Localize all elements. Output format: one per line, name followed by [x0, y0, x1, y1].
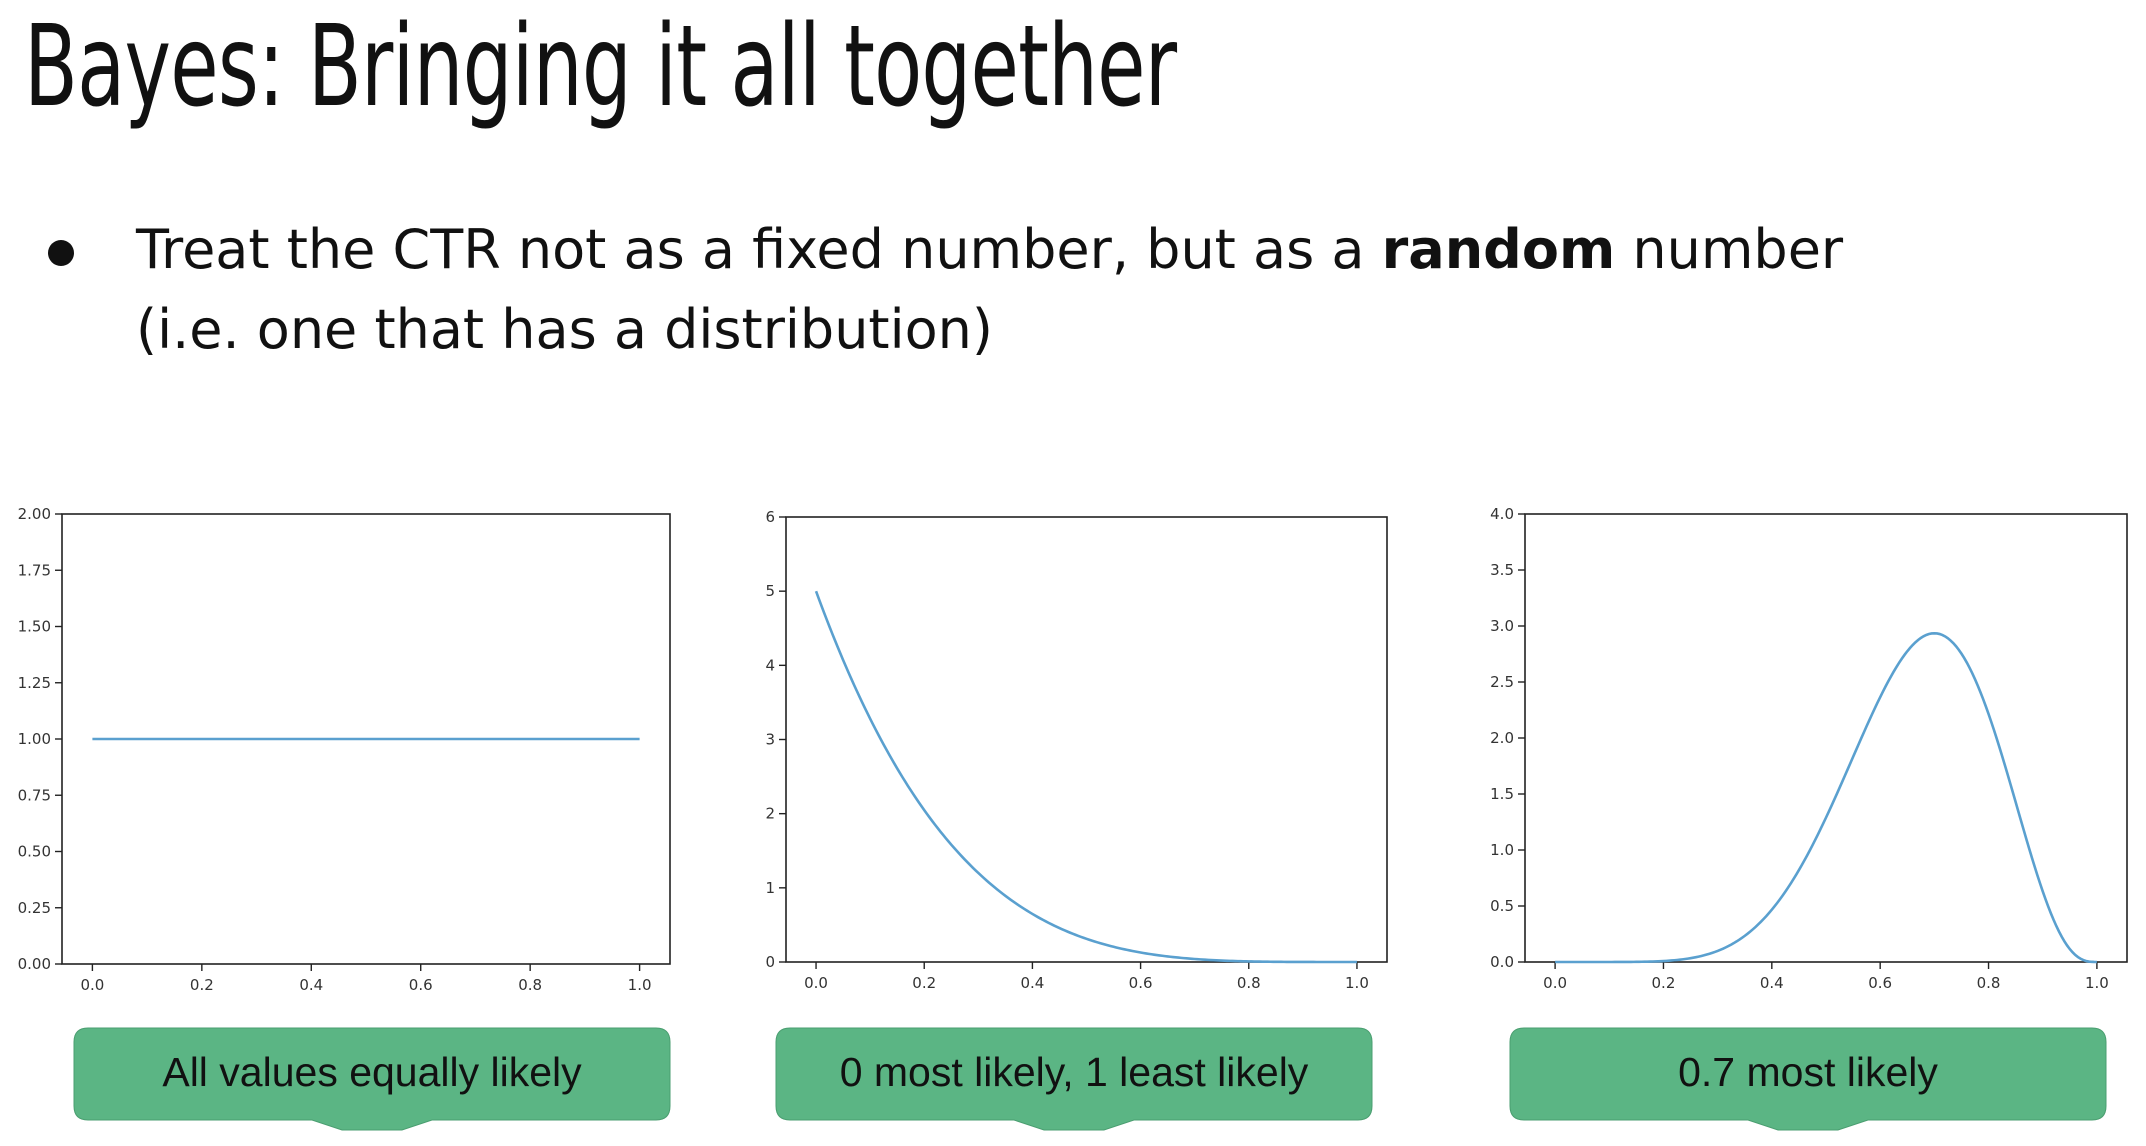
x-tick-label: 0.0	[1543, 974, 1567, 992]
x-tick-label: 0.4	[299, 976, 323, 994]
y-tick-label: 3	[765, 731, 775, 749]
x-tick-label: 0.0	[804, 974, 828, 992]
x-tick-label: 1.0	[628, 976, 652, 994]
y-tick-label: 0	[765, 953, 775, 971]
callout-box	[775, 1027, 1373, 1131]
y-tick-label: 0.00	[18, 955, 51, 973]
y-tick-label: 2	[765, 805, 775, 823]
callout-box	[1509, 1027, 2107, 1131]
y-tick-label: 0.0	[1490, 953, 1514, 971]
y-tick-label: 4	[765, 656, 775, 674]
x-tick-label: 0.2	[190, 976, 214, 994]
y-tick-label: 0.75	[18, 786, 51, 804]
y-tick-label: 3.0	[1490, 617, 1514, 635]
x-tick-label: 0.6	[1868, 974, 1892, 992]
x-tick-label: 1.0	[1345, 974, 1369, 992]
chart-3: 0.0 0.2 0.4 0.6 0.8 1.0 0.0 0.5 1.0 1.5 2.0 2.5 3.0 3…	[1490, 505, 2128, 1131]
y-tick-label: 1.00	[18, 730, 51, 748]
callout-box	[73, 1027, 671, 1131]
y-tick-label: 1	[765, 879, 775, 897]
series-line	[814, 590, 1357, 964]
bullet-line-1: Treat the CTR not as a fixed number, but…	[136, 210, 1843, 290]
y-tick-label: 1.50	[18, 618, 51, 636]
bullet-dot	[48, 240, 74, 266]
plot-frame	[1524, 513, 2128, 963]
y-tick-label: 2.5	[1490, 673, 1514, 691]
x-tick-label: 0.8	[1977, 974, 2001, 992]
chart-2: 0.0 0.2 0.4 0.6 0.8 1.0 0 1 2 3 4 5 6 0 most likely, …	[765, 508, 1388, 1131]
y-tick-label: 1.0	[1490, 841, 1514, 859]
chart-1: 0.0 0.2 0.4 0.6 0.8 1.0 0.00 0.25 0.50 0.75 1.00 1.…	[18, 505, 671, 1131]
y-tick-label: 3.5	[1490, 561, 1514, 579]
y-tick-label: 1.75	[18, 561, 51, 579]
x-tick-label: 1.0	[2085, 974, 2109, 992]
y-tick-label: 0.25	[18, 899, 51, 917]
bullet-part1: Treat the CTR not as a fixed number, but…	[136, 218, 1382, 281]
y-tick-label: 0.5	[1490, 897, 1514, 915]
bullet-part2: number	[1615, 218, 1844, 281]
y-tick-label: 5	[765, 582, 775, 600]
bullet-text: Treat the CTR not as a fixed number, but…	[136, 210, 1843, 370]
y-tick-label: 6	[765, 508, 775, 526]
series-line	[1555, 631, 2097, 964]
x-tick-label: 0.8	[1237, 974, 1261, 992]
y-tick-label: 2.00	[18, 505, 51, 523]
callout-label: All values equally likely	[162, 1049, 582, 1095]
x-tick-label: 0.2	[912, 974, 936, 992]
bullet-line-2: (i.e. one that has a distribution)	[136, 298, 993, 361]
x-tick-label: 0.4	[1760, 974, 1784, 992]
y-tick-label: 1.25	[18, 674, 51, 692]
y-tick-label: 4.0	[1490, 505, 1514, 523]
y-tick-label: 0.50	[18, 843, 51, 861]
page-title: Bayes: Bringing it all together	[24, 2, 1177, 132]
y-tick-label: 2.0	[1490, 729, 1514, 747]
bullet-bold-word: random	[1381, 218, 1616, 281]
y-tick-label: 1.5	[1490, 785, 1514, 803]
x-tick-label: 0.6	[1129, 974, 1153, 992]
x-tick-label: 0.4	[1020, 974, 1044, 992]
plot-frame	[785, 516, 1388, 963]
x-tick-label: 0.8	[518, 976, 542, 994]
x-tick-label: 0.0	[80, 976, 104, 994]
callout-label: 0.7 most likely	[1678, 1049, 1938, 1095]
x-tick-label: 0.6	[409, 976, 433, 994]
x-tick-label: 0.2	[1652, 974, 1676, 992]
callout-label: 0 most likely, 1 least likely	[840, 1049, 1309, 1095]
